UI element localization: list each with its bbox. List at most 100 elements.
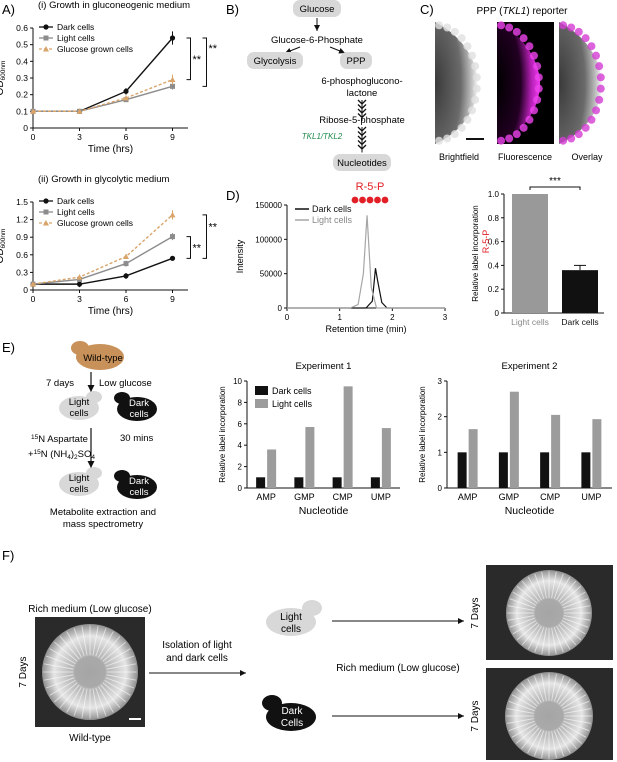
days-label: 7 days [46, 378, 74, 389]
colony-ridge [556, 576, 571, 601]
wildtype-bottom-label: Wild-type [69, 733, 111, 744]
y-tick-label: 0.4 [488, 261, 500, 270]
colony-ridge [541, 571, 547, 599]
reporter-title: PPP (TKL1) reporter [477, 6, 569, 17]
colony-ridge [521, 624, 540, 646]
colony-ridge [558, 727, 577, 750]
edge-cell [592, 51, 601, 60]
colony-ridge [102, 682, 126, 703]
edge-cell [512, 130, 521, 139]
g6p-label: Glucose-6-Phosphate [271, 35, 363, 46]
legend-label: Light cells [312, 215, 353, 225]
y-tick-label: 0.3 [16, 73, 28, 83]
x-tick-label: 3 [77, 294, 82, 304]
edge-cell [505, 23, 514, 32]
edge-cell [592, 106, 601, 115]
experiment-1-chart: Experiment 1 0 2 4 6 8 10 AMP GMP CMP UMP Nucleotid… [218, 361, 400, 517]
y-tick-label: 4 [238, 441, 243, 450]
x-tick-label: 1 [337, 313, 342, 322]
colony-ridge [516, 622, 538, 641]
y-axis-label: Intensity [235, 239, 245, 273]
y-tick-label: 0.8 [488, 214, 500, 223]
glycolysis-node [247, 52, 303, 69]
light-cell-shape [59, 396, 99, 420]
light-cell-shape-2 [59, 472, 99, 496]
dark-cells-label-1: Dark [281, 706, 303, 717]
y-tick-label: 6 [238, 420, 243, 429]
brightfield-colony [435, 22, 478, 144]
colony-ridge [534, 626, 545, 653]
y-tick-label: 100000 [255, 235, 282, 244]
y-tick-label: 0.3 [16, 267, 28, 277]
panel-letter-e: E) [2, 340, 15, 355]
y-tick-label: 1.2 [16, 215, 28, 225]
data-point-glucose [43, 46, 49, 52]
wildtype-colony-texture [43, 625, 137, 719]
legend-label: Dark cells [57, 22, 94, 32]
dark-colony-texture [506, 673, 592, 759]
significance-mark: ** [209, 43, 218, 55]
colony-ridge [533, 675, 545, 702]
edge-cell [530, 106, 539, 115]
carbon-atom [351, 196, 359, 204]
edge-cell [463, 115, 472, 124]
dark-cell-label-4: cells [129, 487, 148, 498]
bar [509, 391, 519, 488]
bar [581, 452, 591, 488]
colony-ridge [560, 585, 582, 604]
colony-ridge [562, 617, 589, 628]
data-point-dark [123, 88, 129, 94]
y-axis-label: Relative label incorporation [218, 386, 227, 483]
y-axis-label-red: R-5-P [481, 230, 491, 254]
colony-ridge [563, 615, 591, 621]
colony-ridge [562, 598, 589, 609]
colony-ridge [92, 626, 99, 656]
chromatogram-chart: 0 1 2 3 0 50000 100000 150000 Intensity Retention… [235, 181, 448, 334]
labeling-schematic: Wild-type 7 days Low glucose Light cells… [28, 341, 157, 530]
days-bottom-right-label: 7 Days [470, 700, 481, 731]
edge-cell [559, 21, 568, 30]
light-cells-icon [266, 608, 316, 636]
colony-ridge [551, 731, 557, 759]
series-line [32, 214, 173, 285]
colony-ridge [49, 679, 76, 696]
y-tick-label: 0 [23, 285, 28, 295]
colony-ridge [506, 718, 534, 724]
colony-ridge [97, 686, 114, 713]
series-line [33, 79, 173, 113]
data-point-glucose [43, 220, 49, 226]
edge-cell [595, 95, 604, 104]
x-tick-label: 0 [285, 313, 290, 322]
colony-ridge [100, 684, 121, 708]
data-point-glucose [30, 281, 36, 287]
x-tick-label: GMP [499, 492, 520, 502]
significance-bracket [186, 37, 191, 81]
colony-ridge [54, 682, 78, 703]
panel-letter-a: A) [2, 2, 15, 17]
edge-cell [567, 134, 576, 143]
x-tick-label: 9 [170, 132, 175, 142]
colony-ridge [562, 694, 587, 709]
light-cells-icon-bud [302, 600, 322, 616]
y-tick-label: 0 [23, 123, 28, 133]
colony-ridge [81, 626, 88, 656]
bar [343, 386, 353, 488]
data-point-light [170, 234, 175, 240]
edge-cell [525, 115, 534, 124]
edge-cell [497, 21, 506, 30]
data-point-glucose [123, 95, 129, 101]
colony-ridge [527, 576, 542, 601]
dark-cells-label-2: Cells [281, 718, 303, 729]
x-tick-label: CMP [540, 492, 560, 502]
edge-cell [519, 123, 528, 132]
colony-ridge [553, 730, 565, 757]
multistep-arrows-1 [357, 99, 367, 121]
colony-ridge [512, 591, 537, 606]
ppp-node [340, 52, 372, 69]
edge-cell [457, 123, 466, 132]
edge-cell [450, 130, 459, 139]
edge-cell [581, 123, 590, 132]
colony-ridge [46, 655, 75, 667]
x-axis-label: Nucleotide [505, 505, 555, 517]
data-point-glucose [123, 253, 129, 260]
